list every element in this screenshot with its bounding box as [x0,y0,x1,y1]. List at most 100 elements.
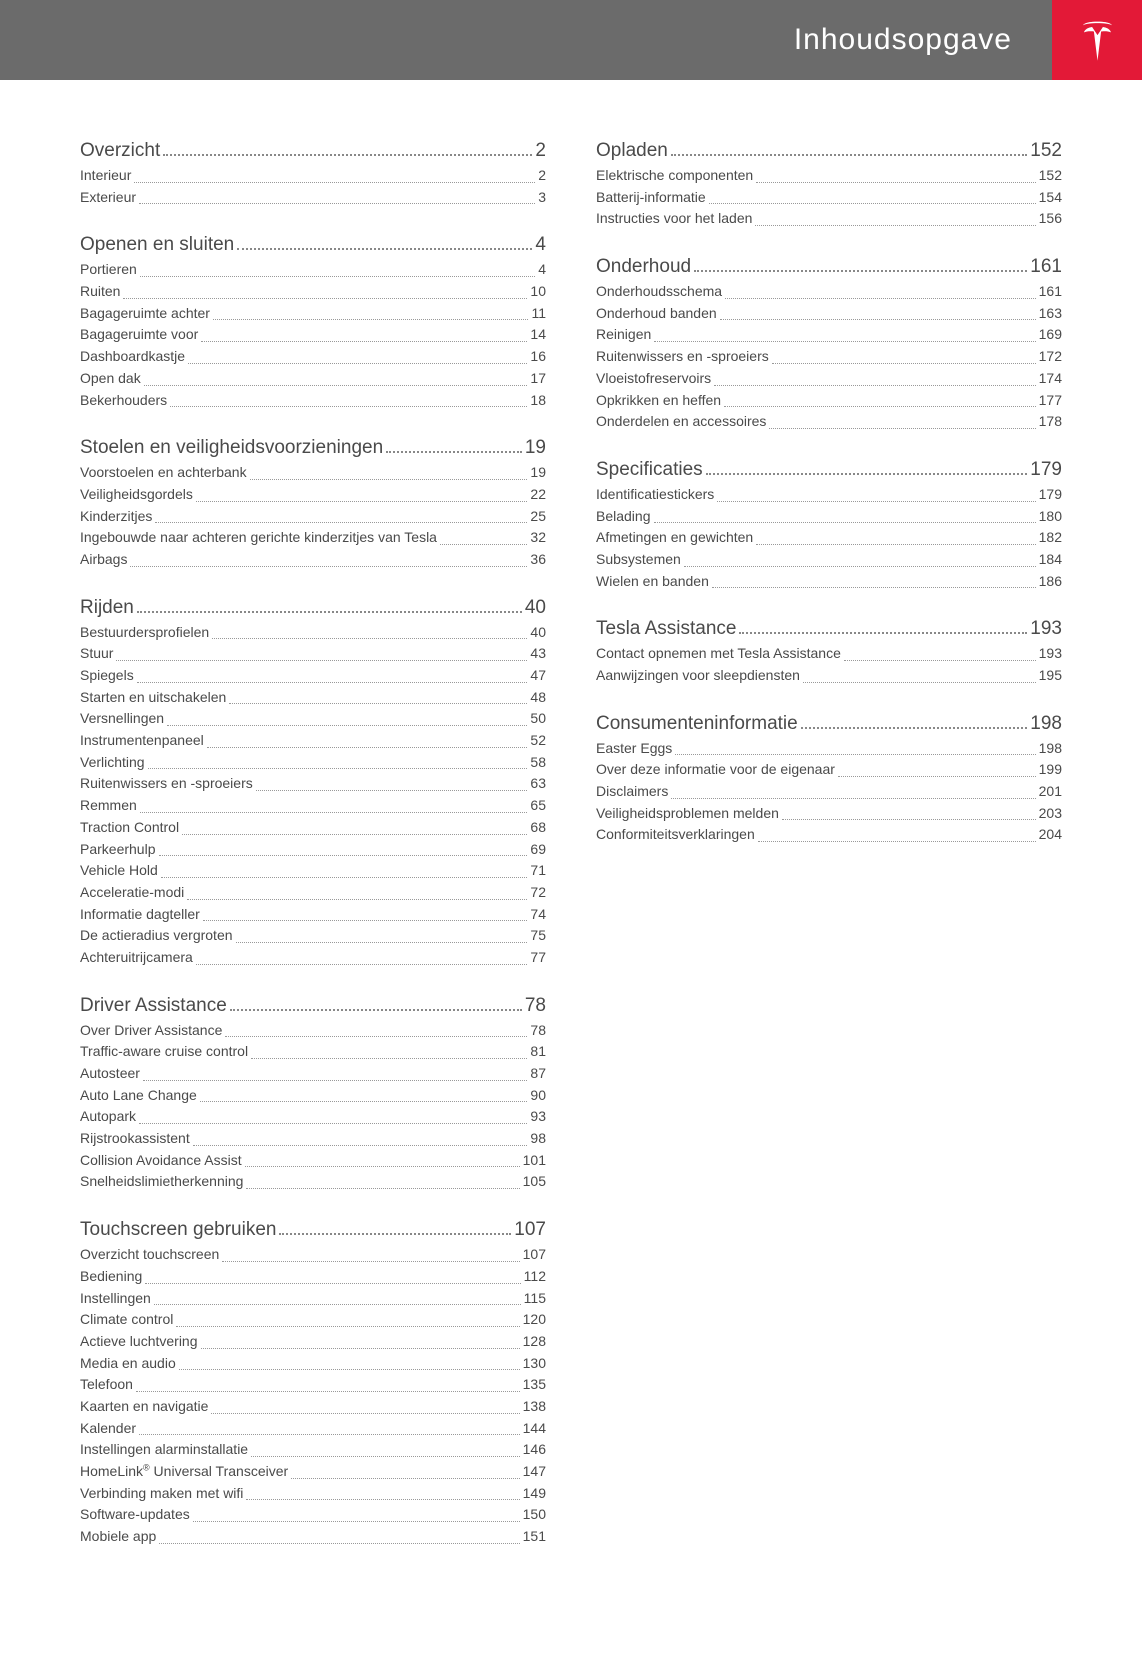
toc-entry[interactable]: Software-updates150 [80,1504,546,1526]
toc-entry[interactable]: Collision Avoidance Assist101 [80,1150,546,1172]
toc-entry-page: 93 [530,1106,546,1128]
toc-entry[interactable]: Bagageruimte voor14 [80,324,546,346]
toc-entry[interactable]: Bestuurdersprofielen40 [80,622,546,644]
toc-entry[interactable]: Veiligheidsproblemen melden203 [596,803,1062,825]
toc-entry[interactable]: Ruiten10 [80,281,546,303]
toc-section-header[interactable]: Stoelen en veiligheidsvoorzieningen19 [80,437,546,459]
toc-entry[interactable]: Bediening112 [80,1266,546,1288]
toc-entry-title: Ruiten [80,281,120,303]
toc-section-title: Openen en sluiten [80,234,234,256]
toc-entry[interactable]: Exterieur3 [80,187,546,209]
toc-entry[interactable]: Informatie dagteller74 [80,904,546,926]
toc-entry[interactable]: Parkeerhulp69 [80,839,546,861]
toc-entry[interactable]: Remmen65 [80,795,546,817]
toc-entry[interactable]: Media en audio130 [80,1353,546,1375]
toc-entry[interactable]: Airbags36 [80,549,546,571]
toc-section-header[interactable]: Opladen152 [596,140,1062,162]
toc-entry[interactable]: Autosteer87 [80,1063,546,1085]
toc-entry[interactable]: Instructies voor het laden156 [596,208,1062,230]
toc-entry[interactable]: Subsystemen184 [596,549,1062,571]
toc-entry[interactable]: Conformiteitsverklaringen204 [596,824,1062,846]
toc-section-header[interactable]: Touchscreen gebruiken107 [80,1219,546,1241]
toc-entry[interactable]: Vehicle Hold71 [80,860,546,882]
toc-entry[interactable]: Open dak17 [80,368,546,390]
toc-entry[interactable]: Telefoon135 [80,1374,546,1396]
leader-dots [163,154,532,156]
toc-entry[interactable]: Reinigen169 [596,324,1062,346]
toc-entry-page: 112 [524,1266,546,1288]
toc-entry[interactable]: Opkrikken en heffen177 [596,390,1062,412]
toc-entry[interactable]: Ruitenwissers en -sproeiers63 [80,773,546,795]
toc-entry[interactable]: Instellingen115 [80,1288,546,1310]
toc-entry[interactable]: Vloeistofreservoirs174 [596,368,1062,390]
toc-entry[interactable]: Traction Control68 [80,817,546,839]
toc-entry[interactable]: Elektrische componenten152 [596,165,1062,187]
toc-entry[interactable]: Over deze informatie voor de eigenaar199 [596,759,1062,781]
toc-entry[interactable]: Onderhoud banden163 [596,303,1062,325]
toc-entry[interactable]: Stuur43 [80,643,546,665]
toc-entry[interactable]: De actieradius vergroten75 [80,925,546,947]
leader-dots [200,1101,528,1102]
toc-entry[interactable]: Onderdelen en accessoires178 [596,411,1062,433]
toc-entry[interactable]: Verlichting58 [80,752,546,774]
toc-entry[interactable]: Instrumentenpaneel52 [80,730,546,752]
toc-entry[interactable]: Belading180 [596,506,1062,528]
toc-entry[interactable]: HomeLink® Universal Transceiver147 [80,1461,546,1483]
toc-entry[interactable]: Identificatiestickers179 [596,484,1062,506]
toc-entry[interactable]: Mobiele app151 [80,1526,546,1548]
toc-entry[interactable]: Acceleratie-modi72 [80,882,546,904]
leader-dots [139,1123,527,1124]
toc-entry[interactable]: Rijstrookassistent98 [80,1128,546,1150]
toc-entry[interactable]: Snelheidslimietherkenning105 [80,1171,546,1193]
toc-entry[interactable]: Easter Eggs198 [596,738,1062,760]
leader-dots [155,522,527,523]
toc-section-header[interactable]: Openen en sluiten4 [80,234,546,256]
toc-entry[interactable]: Aanwijzingen voor sleepdiensten195 [596,665,1062,687]
toc-entry[interactable]: Spiegels47 [80,665,546,687]
toc-entry[interactable]: Voorstoelen en achterbank19 [80,462,546,484]
toc-entry-page: 87 [530,1063,546,1085]
leader-dots [137,611,522,613]
toc-entry[interactable]: Afmetingen en gewichten182 [596,527,1062,549]
toc-entry[interactable]: Starten en uitschakelen48 [80,687,546,709]
toc-section-header[interactable]: Specificaties179 [596,459,1062,481]
toc-entry[interactable]: Versnellingen50 [80,708,546,730]
toc-entry[interactable]: Contact opnemen met Tesla Assistance193 [596,643,1062,665]
toc-entry-page: 63 [530,773,546,795]
toc-entry[interactable]: Over Driver Assistance78 [80,1020,546,1042]
toc-entry[interactable]: Actieve luchtvering128 [80,1331,546,1353]
toc-section-header[interactable]: Overzicht2 [80,140,546,162]
toc-entry[interactable]: Interieur2 [80,165,546,187]
toc-section-header[interactable]: Consumenteninformatie198 [596,713,1062,735]
toc-entry[interactable]: Autopark93 [80,1106,546,1128]
toc-section-header[interactable]: Rijden40 [80,597,546,619]
toc-entry[interactable]: Disclaimers201 [596,781,1062,803]
toc-entry[interactable]: Auto Lane Change90 [80,1085,546,1107]
toc-entry-title: Contact opnemen met Tesla Assistance [596,643,841,665]
leader-dots [143,1080,527,1081]
toc-entry[interactable]: Climate control120 [80,1309,546,1331]
toc-entry[interactable]: Dashboardkastje16 [80,346,546,368]
toc-entry-title: Rijstrookassistent [80,1128,190,1150]
toc-section-header[interactable]: Onderhoud161 [596,256,1062,278]
toc-entry[interactable]: Bagageruimte achter11 [80,303,546,325]
toc-section-header[interactable]: Tesla Assistance193 [596,618,1062,640]
toc-entry[interactable]: Batterij-informatie154 [596,187,1062,209]
toc-entry[interactable]: Kaarten en navigatie138 [80,1396,546,1418]
toc-entry[interactable]: Achteruitrijcamera77 [80,947,546,969]
toc-entry[interactable]: Instellingen alarminstallatie146 [80,1439,546,1461]
toc-entry[interactable]: Bekerhouders18 [80,390,546,412]
toc-entry[interactable]: Kalender144 [80,1418,546,1440]
toc-entry[interactable]: Veiligheidsgordels22 [80,484,546,506]
toc-entry[interactable]: Verbinding maken met wifi149 [80,1483,546,1505]
toc-entry[interactable]: Kinderzitjes25 [80,506,546,528]
toc-entry[interactable]: Portieren4 [80,259,546,281]
toc-entry[interactable]: Ingebouwde naar achteren gerichte kinder… [80,527,546,549]
toc-entry[interactable]: Wielen en banden186 [596,571,1062,593]
toc-entry[interactable]: Onderhoudsschema161 [596,281,1062,303]
toc-entry[interactable]: Traffic-aware cruise control81 [80,1041,546,1063]
leader-dots [196,501,528,502]
toc-section-header[interactable]: Driver Assistance78 [80,995,546,1017]
toc-entry[interactable]: Ruitenwissers en -sproeiers172 [596,346,1062,368]
toc-entry[interactable]: Overzicht touchscreen107 [80,1244,546,1266]
